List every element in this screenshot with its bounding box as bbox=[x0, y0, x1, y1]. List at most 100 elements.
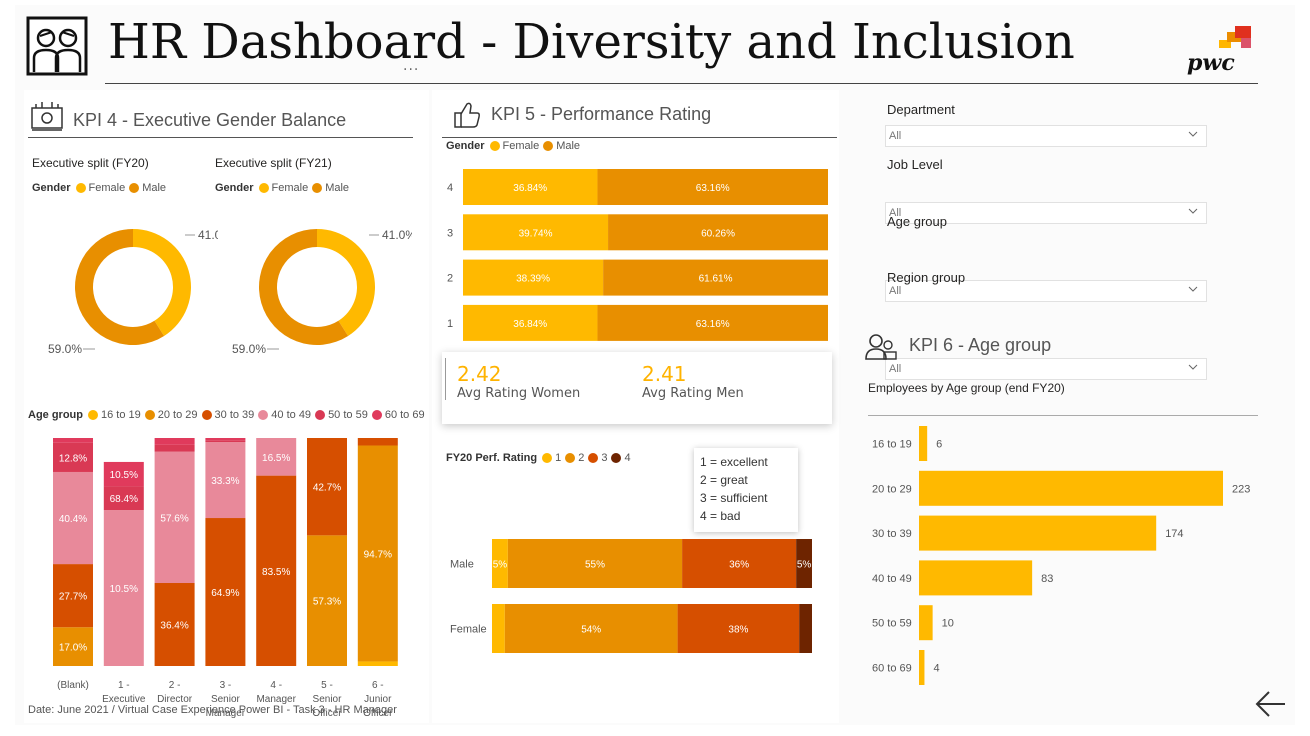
category-label: 1 - bbox=[118, 680, 130, 691]
legend-item-50-59[interactable]: 50 to 59 bbox=[315, 409, 368, 421]
gender-legend-fy21: Gender Female Male bbox=[215, 182, 353, 194]
region-group-filter[interactable]: All bbox=[885, 358, 1207, 380]
stack-segment bbox=[205, 518, 246, 666]
stack-segment bbox=[53, 442, 93, 472]
age-count-bar bbox=[919, 470, 1223, 506]
job-level-filter-value: All bbox=[889, 207, 902, 219]
more-options-icon[interactable]: ... bbox=[403, 58, 420, 74]
age-axis-label: 40 to 49 bbox=[872, 573, 912, 585]
legend-item-male[interactable]: Male bbox=[312, 182, 349, 194]
avg-rating-women-value: 2.42 bbox=[457, 362, 502, 386]
gender-bar-segment bbox=[597, 169, 828, 205]
legend-item-40-49[interactable]: 40 to 49 bbox=[258, 409, 311, 421]
legend-item-20-29[interactable]: 20 to 29 bbox=[144, 409, 198, 421]
legend-item-female[interactable]: Female bbox=[258, 182, 308, 194]
age-count-label: 174 bbox=[1165, 528, 1183, 540]
avg-rating-men-value: 2.41 bbox=[642, 362, 687, 386]
category-label: Officer bbox=[312, 708, 342, 719]
rating-axis-label: 4 bbox=[447, 182, 453, 194]
segment-label: 57.6% bbox=[160, 513, 188, 524]
age-count-label: 223 bbox=[1232, 483, 1250, 495]
legend-title: Gender bbox=[446, 140, 485, 152]
legend-item-4[interactable]: 4 bbox=[611, 452, 631, 464]
legend-item-2[interactable]: 2 bbox=[565, 452, 584, 464]
gender-bar-segment bbox=[463, 259, 604, 296]
region-group-filter-label: Region group bbox=[887, 270, 966, 285]
segment-label: 57.3% bbox=[313, 597, 341, 608]
rating-axis-label: 1 bbox=[447, 318, 453, 330]
category-label: Senior bbox=[211, 694, 241, 705]
legend-item-30-39[interactable]: 30 to 39 bbox=[201, 409, 254, 421]
age-group-filter[interactable]: All bbox=[885, 280, 1207, 302]
segment-label: 10.5% bbox=[110, 470, 138, 481]
kpi6-divider bbox=[868, 415, 1258, 416]
perf-by-gender-chart[interactable]: 4 36.84% 63.16% 3 39.74% 60.26% 2 38.39% 61.61% 1… bbox=[440, 160, 835, 345]
rating-axis-label: 2 bbox=[447, 273, 453, 285]
stack-segment bbox=[307, 535, 347, 666]
age-count-bar bbox=[919, 605, 933, 641]
legend-title: Gender bbox=[215, 182, 254, 194]
age-group-filter-label: Age group bbox=[887, 214, 947, 229]
segment-label: 68.4% bbox=[110, 494, 138, 505]
age-by-level-chart[interactable]: 17.0% 27.7% 40.4% 12.8% (Blank) 10.5% 68.4% 10.… bbox=[28, 430, 420, 720]
age-count-label: 10 bbox=[942, 618, 954, 630]
chevron-down-icon bbox=[1188, 364, 1198, 370]
category-label: Manager bbox=[256, 694, 296, 705]
stack-segment bbox=[154, 451, 195, 584]
arrow-left-icon[interactable] bbox=[1254, 688, 1288, 720]
stack-segment bbox=[103, 461, 144, 487]
stack-segment bbox=[103, 510, 144, 666]
age-group-chart-title: Employees by Age group (end FY20) bbox=[868, 381, 1065, 395]
perf-fy20-chart[interactable]: Male 5% 55% 36% 5% Female 54% 38% bbox=[440, 530, 835, 665]
donut-chart-fy21[interactable]: 41.0% 59.0% bbox=[212, 200, 412, 370]
legend-item-female[interactable]: Female bbox=[75, 182, 125, 194]
age-legend: Age group 16 to 19 20 to 29 30 to 39 40 … bbox=[28, 409, 429, 421]
legend-item-3[interactable]: 3 bbox=[588, 452, 607, 464]
bar-value-label: 61.61% bbox=[699, 274, 733, 285]
bar-value-label: 36% bbox=[729, 560, 749, 571]
stack-segment bbox=[53, 627, 93, 666]
gender-legend-fy20: Gender Female Male bbox=[32, 182, 170, 194]
donut-chart-fy20[interactable]: 41.0% 59.0% bbox=[28, 200, 218, 370]
stack-segment bbox=[154, 444, 195, 452]
age-group-count-chart[interactable]: 16 to 19 6 20 to 29 223 30 to 39 174 40 to 49 8… bbox=[862, 420, 1262, 690]
age-axis-label: 20 to 29 bbox=[872, 483, 912, 495]
bar-value-label: 39.74% bbox=[519, 228, 553, 239]
category-label: Executive bbox=[102, 694, 146, 705]
legend-item-60-69[interactable]: 60 to 69 bbox=[371, 409, 425, 421]
segment-label: 94.7% bbox=[364, 549, 392, 560]
gender-bar-segment bbox=[463, 214, 609, 251]
gender-bar-segment bbox=[463, 169, 598, 205]
rating-bar-segment bbox=[799, 604, 812, 653]
gender-bar-segment bbox=[608, 214, 828, 251]
job-level-filter[interactable]: All bbox=[885, 202, 1207, 224]
category-label: 5 - bbox=[321, 680, 333, 691]
bar-value-label: 55% bbox=[585, 560, 605, 571]
department-filter[interactable]: All bbox=[885, 125, 1207, 147]
segment-label: 10.5% bbox=[110, 584, 138, 595]
kpi4-divider bbox=[28, 137, 413, 138]
category-label: Manager bbox=[206, 708, 246, 719]
gender-axis-label: Male bbox=[450, 559, 474, 571]
rating-bar-segment bbox=[492, 539, 508, 588]
legend-item-male[interactable]: Male bbox=[543, 140, 580, 152]
category-label: Director bbox=[157, 694, 193, 705]
donut-slice-female bbox=[133, 229, 191, 336]
legend-title: Age group bbox=[28, 409, 83, 421]
tooltip-line: 2 = great bbox=[700, 473, 748, 487]
kpi4-heading: KPI 4 - Executive Gender Balance bbox=[73, 110, 347, 130]
age-axis-label: 60 to 69 bbox=[872, 663, 912, 675]
rating-bar-segment bbox=[504, 604, 678, 653]
bar-value-label: 63.16% bbox=[696, 183, 730, 194]
stack-segment bbox=[53, 471, 93, 565]
legend-item-male[interactable]: Male bbox=[129, 182, 166, 194]
segment-label: 17.0% bbox=[59, 643, 87, 654]
legend-item-1[interactable]: 1 bbox=[542, 452, 561, 464]
segment-label: 33.3% bbox=[211, 476, 239, 487]
pwc-logo: pwc bbox=[1185, 24, 1255, 80]
segment-label: 36.4% bbox=[160, 621, 188, 632]
stack-segment bbox=[357, 661, 398, 666]
category-label: 2 - bbox=[169, 680, 181, 691]
legend-item-16-19[interactable]: 16 to 19 bbox=[88, 409, 141, 421]
legend-item-female[interactable]: Female bbox=[489, 140, 539, 152]
